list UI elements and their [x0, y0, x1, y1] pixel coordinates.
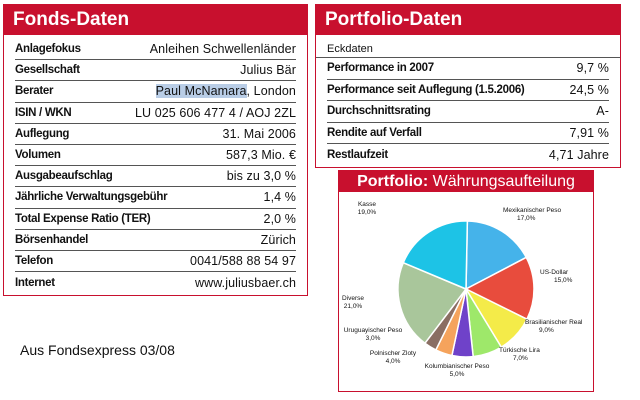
slice-value-label: 19,0%	[358, 209, 377, 216]
pie-title: Portfolio: Währungsaufteilung	[339, 171, 593, 192]
table-row: Volumen 587,3 Mio. €	[15, 145, 296, 167]
slice-value-label: 3,0%	[366, 335, 381, 342]
row-label: Gesellschaft	[15, 64, 80, 77]
row-value: 4,71 Jahre	[548, 147, 609, 162]
row-value: A-	[596, 104, 609, 119]
table-row: Berater Paul McNamara, London	[15, 81, 296, 103]
table-row: Durchschnittsrating A-	[327, 101, 609, 123]
slice-value-label: 5,0%	[450, 371, 465, 378]
fonds-daten-title: Fonds-Daten	[4, 5, 307, 35]
row-value: Anleihen Schwellenländer	[149, 42, 296, 57]
slice-value-label: 7,0%	[513, 355, 528, 362]
row-label: Berater	[15, 85, 54, 98]
slice-value-label: 15,0%	[554, 277, 573, 284]
table-row: ISIN / WKN LU 025 606 477 4 / AOJ 2ZL	[15, 103, 296, 124]
row-label: Jährliche Verwaltungsgebühr	[15, 191, 168, 204]
table-row: Performance seit Auflegung (1.5.2006) 24,…	[327, 80, 609, 101]
fonds-daten-panel: Fonds-Daten Anlagefokus Anleihen Schwelle…	[3, 4, 308, 296]
row-label: Börsenhandel	[15, 233, 89, 246]
row-label: Restlaufzeit	[327, 148, 388, 161]
row-label: Rendite auf Verfall	[327, 126, 422, 139]
row-value: 7,91 %	[569, 125, 609, 140]
slice-label: Brasilianischer Real	[525, 319, 583, 326]
row-label: Internet	[15, 276, 55, 289]
slice-label: Mexikanischer Peso	[503, 207, 562, 214]
row-value: 9,7 %	[576, 61, 609, 76]
table-row: Telefon 0041/588 88 54 97	[15, 251, 296, 273]
slice-label: Uruguayischer Peso	[344, 327, 403, 334]
pie-slice-mexikanischer-peso	[465, 220, 528, 291]
table-row: Ausgabeaufschlag bis zu 3,0 %	[15, 166, 296, 188]
slice-value-label: 9,0%	[539, 327, 554, 334]
row-value: Zürich	[260, 232, 296, 247]
table-row: Anlagefokus Anleihen Schwellenländer	[15, 39, 296, 61]
advisor-location: , London	[246, 84, 296, 99]
row-value: 2,0 %	[263, 211, 296, 226]
row-value: LU 025 606 477 4 / AOJ 2ZL	[134, 105, 296, 120]
table-row: Performance in 2007 9,7 %	[327, 58, 609, 80]
row-label: ISIN / WKN	[15, 106, 72, 119]
row-value: 24,5 %	[569, 82, 609, 97]
row-label: Durchschnittsrating	[327, 105, 431, 118]
pie-slice-diverse	[397, 261, 468, 345]
row-label: Auflegung	[15, 127, 70, 140]
row-value: www.juliusbaer.ch	[194, 275, 296, 290]
row-value: 0041/588 88 54 97	[190, 253, 296, 268]
fonds-daten-table: Anlagefokus Anleihen Schwellenländer Gese…	[4, 35, 307, 293]
pie-title-rest: Währungsaufteilung	[428, 173, 575, 190]
table-row: Börsenhandel Zürich	[15, 230, 296, 251]
slice-label: Diverse	[342, 295, 364, 302]
currency-pie-panel: Portfolio: Währungsaufteilung Mexikanisc…	[338, 170, 594, 392]
table-row: Gesellschaft Julius Bär	[15, 60, 296, 82]
portfolio-daten-panel: Portfolio-Daten Eckdaten Performance in …	[315, 4, 621, 168]
table-row: Internet www.juliusbaer.ch	[15, 272, 296, 293]
pie-slice-us-dollar	[464, 256, 535, 321]
table-row: Rendite auf Verfall 7,91 %	[327, 123, 609, 144]
row-label: Anlagefokus	[15, 43, 81, 56]
advisor-name-highlight: Paul McNamara	[155, 84, 247, 99]
table-row: Jährliche Verwaltungsgebühr 1,4 %	[15, 187, 296, 209]
slice-label: Polnischer Zloty	[370, 350, 417, 357]
table-row: Restlaufzeit 4,71 Jahre	[327, 144, 609, 166]
row-value: 587,3 Mio. €	[226, 148, 296, 163]
portfolio-daten-title: Portfolio-Daten	[316, 5, 620, 35]
row-label: Volumen	[15, 149, 61, 162]
slice-value-label: 4,0%	[386, 358, 401, 365]
row-label: Telefon	[15, 254, 53, 267]
table-row: Auflegung 31. Mai 2006	[15, 124, 296, 145]
slice-label: US-Dollar	[540, 269, 569, 276]
row-value: Julius Bär	[240, 63, 296, 78]
table-row: Total Expense Ratio (TER) 2,0 %	[15, 209, 296, 230]
section-label: Eckdaten	[316, 35, 620, 58]
row-value: 31. Mai 2006	[222, 126, 296, 141]
row-label: Ausgabeaufschlag	[15, 170, 113, 183]
pie-title-bold: Portfolio:	[357, 173, 429, 190]
row-label: Performance seit Auflegung (1.5.2006)	[327, 83, 525, 96]
row-label: Performance in 2007	[327, 62, 434, 75]
slice-label: Kasse	[358, 201, 376, 208]
slice-label: Kolumbianischer Peso	[425, 363, 490, 370]
slice-value-label: 17,0%	[517, 215, 536, 222]
portfolio-daten-table: Performance in 2007 9,7 % Performance sei…	[316, 58, 620, 166]
row-value: 1,4 %	[263, 190, 296, 205]
slice-label: Türkische Lira	[499, 347, 540, 354]
row-label: Total Expense Ratio (TER)	[15, 212, 151, 225]
source-note: Aus Fondsexpress 03/08	[20, 342, 175, 358]
row-value: bis zu 3,0 %	[226, 169, 296, 184]
slice-value-label: 21,0%	[344, 303, 363, 310]
row-value: Paul McNamara, London	[155, 84, 296, 99]
pie-slice-kasse	[402, 220, 469, 291]
